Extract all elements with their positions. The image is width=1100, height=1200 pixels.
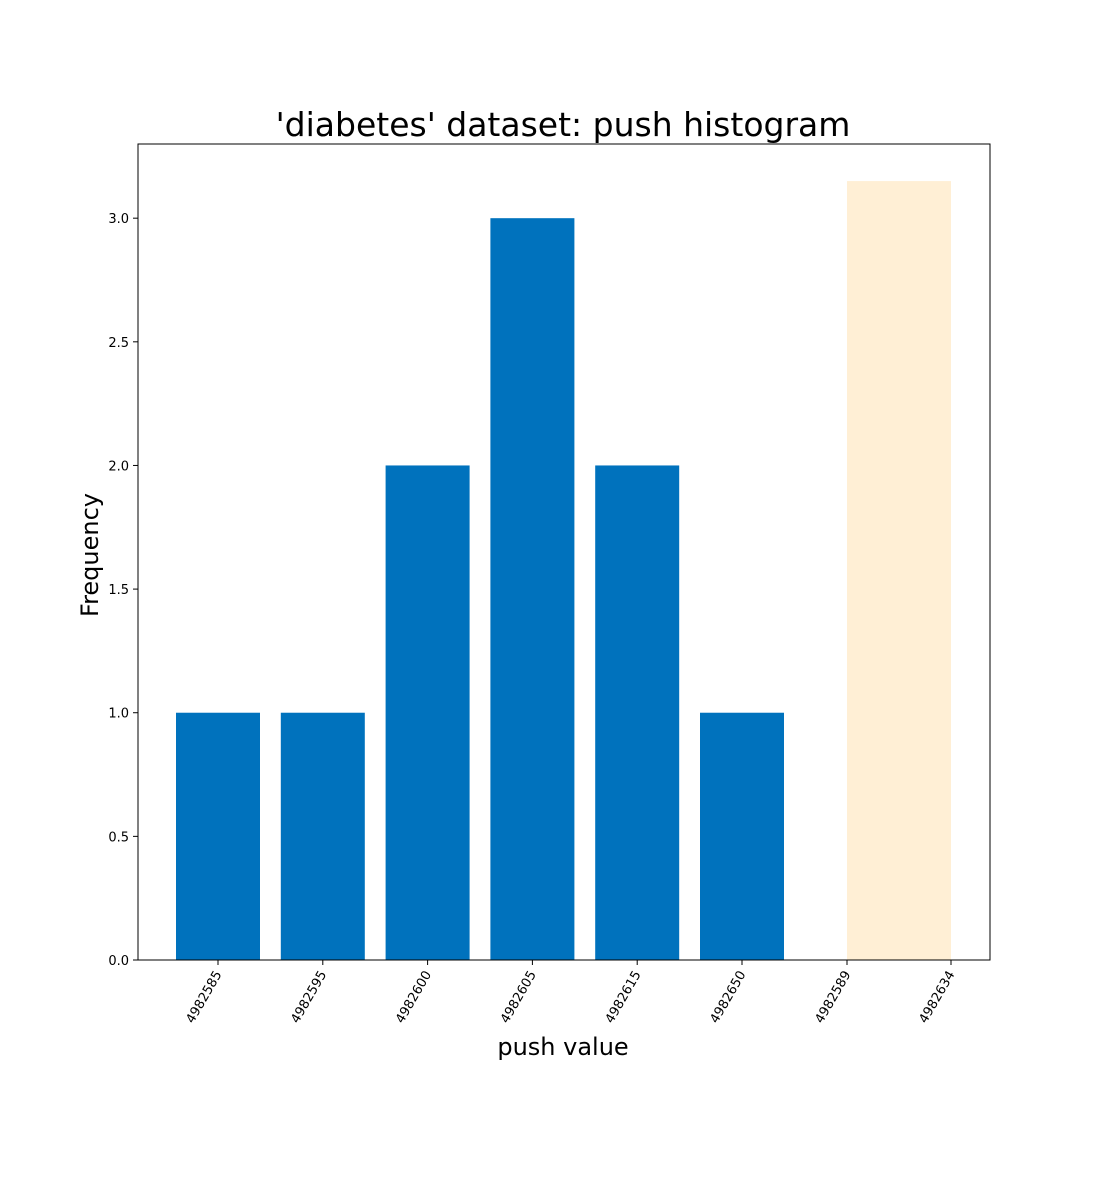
plot-area bbox=[137, 143, 991, 961]
bars-group bbox=[176, 218, 784, 960]
y-tick-label: 3.0 bbox=[108, 212, 129, 227]
axes-frame bbox=[137, 143, 991, 961]
bar-4982585 bbox=[176, 712, 260, 960]
highlight-band bbox=[847, 181, 951, 960]
bar-4982605 bbox=[490, 218, 575, 960]
y-tick-label: 0.0 bbox=[108, 954, 129, 969]
x-tick-label: 4982634 bbox=[917, 969, 959, 1027]
x-tick-label: 4982615 bbox=[603, 969, 645, 1027]
y-tick-label: 2.0 bbox=[108, 459, 129, 474]
x-tick-label: 4982589 bbox=[813, 969, 855, 1027]
chart-title: 'diabetes' dataset: push histogram bbox=[276, 105, 851, 144]
y-axis: 0.0 0.5 1.0 1.5 2.0 2.5 3.0 bbox=[108, 212, 138, 969]
y-tick-label: 2.5 bbox=[108, 336, 129, 351]
x-tick-label: 4982605 bbox=[498, 969, 540, 1027]
bar-4982650 bbox=[700, 712, 784, 960]
bar-4982600 bbox=[385, 465, 470, 960]
bar-4982595 bbox=[280, 712, 365, 960]
bar-4982615 bbox=[595, 465, 680, 960]
y-tick-label: 1.0 bbox=[108, 707, 129, 722]
x-tick-label: 4982595 bbox=[288, 969, 330, 1027]
x-tick-label: 4982600 bbox=[393, 969, 435, 1027]
y-axis-title: Frequency bbox=[76, 493, 104, 617]
x-tick-label: 4982585 bbox=[184, 969, 226, 1027]
y-tick-label: 0.5 bbox=[108, 830, 129, 845]
x-axis-title: push value bbox=[497, 1033, 628, 1061]
x-axis: 4982585 4982595 4982600 4982605 4982615 49826… bbox=[184, 960, 959, 1027]
x-tick-label: 4982650 bbox=[708, 969, 750, 1027]
y-tick-label: 1.5 bbox=[108, 583, 129, 598]
